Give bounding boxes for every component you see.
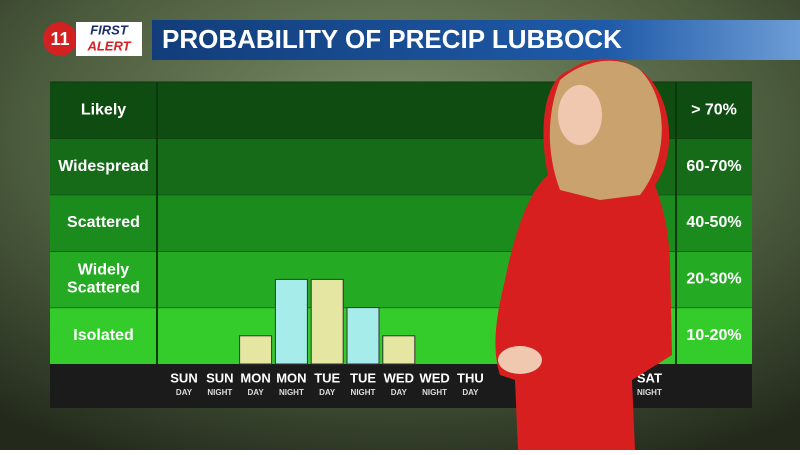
presenter-face [558, 85, 602, 145]
y-range-label: > 70% [691, 101, 737, 118]
y-category-label: Isolated [73, 327, 133, 344]
x-tick-sublabel: NIGHT [422, 388, 447, 397]
x-tick-sublabel: NIGHT [351, 388, 376, 397]
x-tick-sublabel: DAY [176, 388, 193, 397]
label-column-divider [675, 82, 677, 408]
logo-line2: ALERT [86, 38, 131, 53]
bar [346, 307, 380, 365]
y-category-label: Widely Scattered [67, 262, 140, 297]
logo: 11 FIRST ALERT [43, 22, 142, 56]
x-tick-sublabel: DAY [248, 388, 265, 397]
x-tick-sublabel: DAY [462, 388, 479, 397]
y-category-label: Likely [81, 101, 126, 118]
x-tick-sublabel: NIGHT [279, 388, 304, 397]
logo-line1: FIRST [90, 22, 129, 37]
presenter-hands [498, 346, 542, 374]
x-tick-label: SUN [206, 370, 233, 385]
bar [239, 335, 273, 365]
bar [274, 278, 308, 365]
y-range-label: 40-50% [686, 214, 741, 231]
bar [310, 278, 344, 365]
logo-box [76, 22, 142, 56]
logo-circle [43, 22, 77, 56]
title-bar [152, 20, 800, 60]
label-line: Widely [78, 262, 130, 279]
x-tick-label: TUE [350, 370, 376, 385]
chart-title: PROBABILITY OF PRECIP LUBBOCK [162, 24, 622, 54]
y-range-label: 20-30% [686, 271, 741, 288]
x-tick-sublabel: DAY [319, 388, 336, 397]
x-tick-label: THU [457, 370, 484, 385]
x-tick-label: MON [276, 370, 306, 385]
x-tick-label: TUE [314, 370, 340, 385]
x-tick-label: SUN [170, 370, 197, 385]
y-range-label: 10-20% [686, 327, 741, 344]
x-tick-label: MON [240, 370, 270, 385]
y-category-label: Scattered [67, 214, 140, 231]
label-column-divider [156, 82, 158, 408]
x-tick-label: WED [384, 370, 414, 385]
x-tick-sublabel: NIGHT [207, 388, 232, 397]
logo-number: 11 [50, 29, 69, 49]
x-tick-label: SAT [637, 370, 662, 385]
label-line: Scattered [67, 280, 140, 297]
x-tick-label: WED [419, 370, 449, 385]
x-tick-sublabel: NIGHT [637, 388, 662, 397]
x-tick-sublabel: DAY [391, 388, 408, 397]
presenter [495, 58, 672, 450]
bar [382, 335, 416, 365]
y-range-label: 60-70% [686, 158, 741, 175]
y-category-label: Widespread [58, 158, 149, 175]
